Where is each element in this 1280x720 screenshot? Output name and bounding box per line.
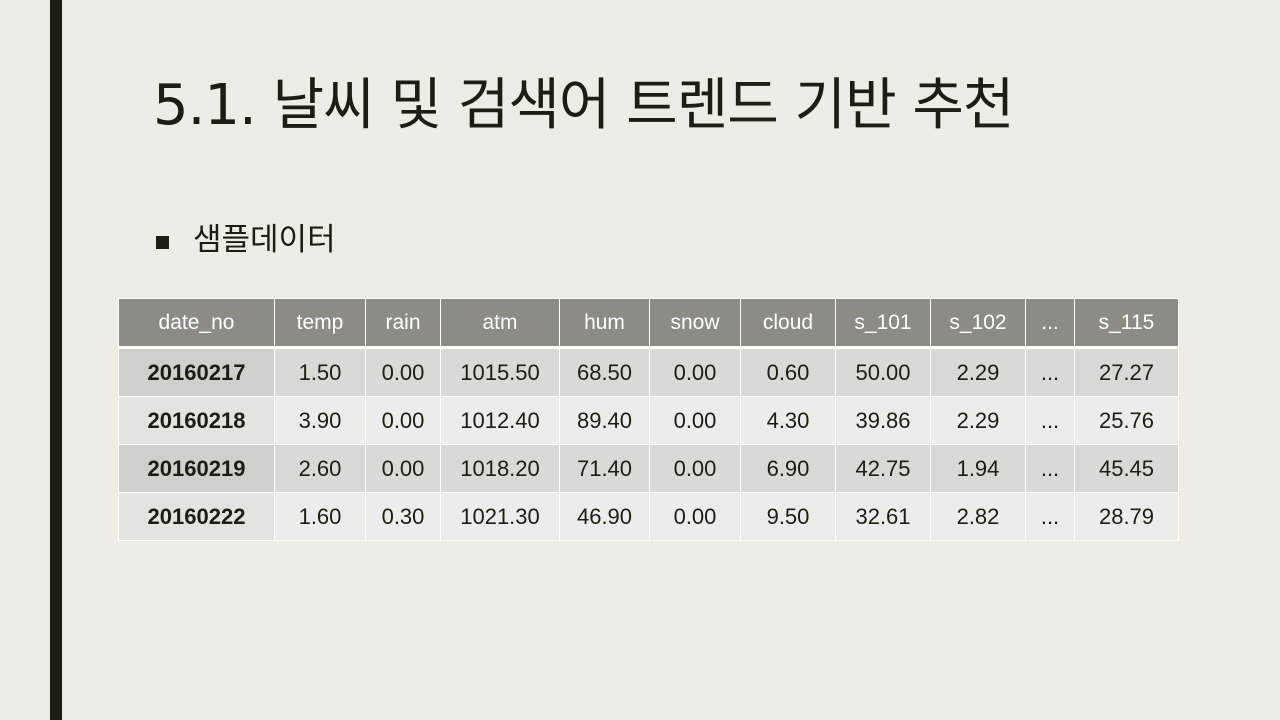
date-cell: 20160219 <box>118 444 275 493</box>
table-cell: 0.00 <box>649 347 741 397</box>
table-cell: 2.29 <box>930 396 1026 445</box>
table-cell: ... <box>1025 347 1075 397</box>
bullet-square-icon <box>156 235 169 249</box>
bullet-text: 샘플데이터 <box>193 222 336 258</box>
header-cell: atm <box>440 298 560 349</box>
table-header-row: date_no temp rain atm hum snow cloud s_1… <box>118 298 1179 349</box>
header-cell: hum <box>559 298 650 349</box>
table-cell: 1018.20 <box>440 444 560 493</box>
table-cell: 4.30 <box>740 396 836 445</box>
table-cell: 0.00 <box>365 396 441 445</box>
table-cell: 27.27 <box>1074 347 1179 397</box>
table-cell: 3.90 <box>274 396 366 445</box>
table-cell: 0.00 <box>649 396 741 445</box>
table-cell: 1.60 <box>274 492 366 541</box>
header-cell: rain <box>365 298 441 349</box>
table-cell: 0.60 <box>740 347 836 397</box>
table-cell: 2.29 <box>930 347 1026 397</box>
table-row: 20160222 1.60 0.30 1021.30 46.90 0.00 9.… <box>118 492 1179 541</box>
table-cell: 0.00 <box>365 347 441 397</box>
table-cell: 0.30 <box>365 492 441 541</box>
header-cell: cloud <box>740 298 836 349</box>
table-cell: 46.90 <box>559 492 650 541</box>
header-cell: s_115 <box>1074 298 1179 349</box>
date-cell: 20160222 <box>118 492 275 541</box>
table-cell: 0.00 <box>365 444 441 493</box>
table-cell: 45.45 <box>1074 444 1179 493</box>
table-cell: 2.60 <box>274 444 366 493</box>
table-cell: ... <box>1025 492 1075 541</box>
header-cell: s_102 <box>930 298 1026 349</box>
accent-bar <box>50 0 62 720</box>
table-cell: ... <box>1025 444 1075 493</box>
table-cell: 28.79 <box>1074 492 1179 541</box>
header-cell: date_no <box>118 298 275 349</box>
slide-title: 5.1. 날씨 및 검색어 트렌드 기반 추천 <box>153 73 1014 138</box>
table-cell: 6.90 <box>740 444 836 493</box>
table-row: 20160218 3.90 0.00 1012.40 89.40 0.00 4.… <box>118 396 1179 445</box>
table-cell: 42.75 <box>835 444 931 493</box>
table-cell: 0.00 <box>649 492 741 541</box>
table-cell: 50.00 <box>835 347 931 397</box>
table-cell: 25.76 <box>1074 396 1179 445</box>
table-cell: 89.40 <box>559 396 650 445</box>
table-row: 20160217 1.50 0.00 1015.50 68.50 0.00 0.… <box>118 347 1179 397</box>
bullet-item: 샘플데이터 <box>156 218 336 262</box>
date-cell: 20160217 <box>118 347 275 397</box>
table-cell: 9.50 <box>740 492 836 541</box>
table-cell: 71.40 <box>559 444 650 493</box>
header-cell: temp <box>274 298 366 349</box>
table-cell: 1012.40 <box>440 396 560 445</box>
table-cell: 0.00 <box>649 444 741 493</box>
table-row: 20160219 2.60 0.00 1018.20 71.40 0.00 6.… <box>118 444 1179 493</box>
table-cell: 2.82 <box>930 492 1026 541</box>
table-cell: 39.86 <box>835 396 931 445</box>
header-cell: s_101 <box>835 298 931 349</box>
table-cell: 1.94 <box>930 444 1026 493</box>
sample-data-table: date_no temp rain atm hum snow cloud s_1… <box>118 298 1179 541</box>
table-cell: 68.50 <box>559 347 650 397</box>
header-cell: snow <box>649 298 741 349</box>
table-cell: 1.50 <box>274 347 366 397</box>
header-cell: ... <box>1025 298 1075 349</box>
date-cell: 20160218 <box>118 396 275 445</box>
table-cell: 1015.50 <box>440 347 560 397</box>
table-cell: 32.61 <box>835 492 931 541</box>
table-cell: ... <box>1025 396 1075 445</box>
table-cell: 1021.30 <box>440 492 560 541</box>
